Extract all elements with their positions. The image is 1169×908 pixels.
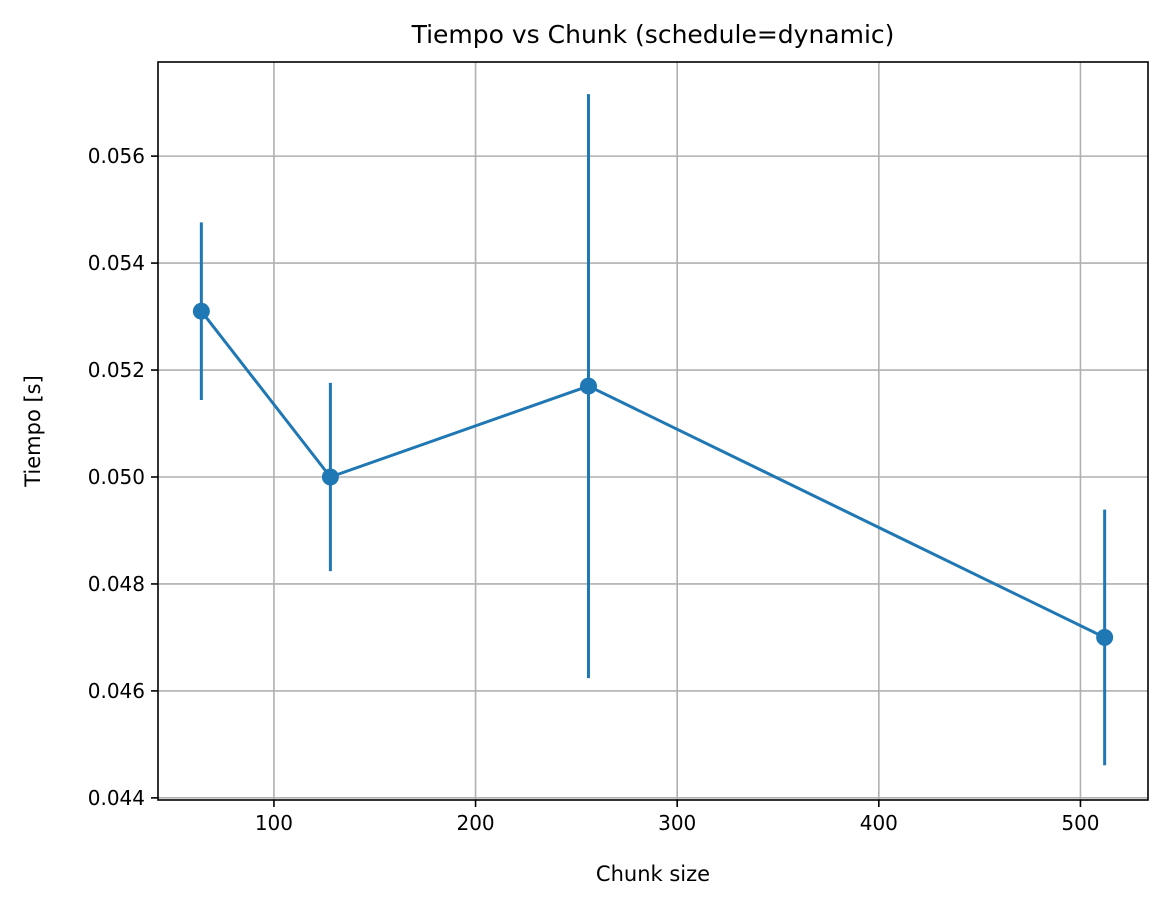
y-tick-label: 0.044	[88, 786, 145, 810]
y-tick-label: 0.056	[88, 144, 145, 168]
x-tick-label: 500	[1061, 811, 1099, 835]
series-line	[200, 310, 1106, 639]
grid	[158, 62, 1148, 800]
x-tick-label: 300	[658, 811, 696, 835]
data-point	[321, 468, 339, 486]
x-axis-title: Chunk size	[596, 862, 710, 886]
data-point	[1096, 628, 1114, 646]
y-tick-label: 0.046	[88, 679, 145, 703]
x-tick-label: 100	[255, 811, 293, 835]
y-tick-label: 0.050	[88, 465, 145, 489]
x-tick-label: 200	[456, 811, 494, 835]
data-point	[192, 302, 210, 320]
plot-area-frame	[157, 61, 1149, 801]
y-axis-title: Tiempo [s]	[21, 375, 45, 488]
x-tick-label: 400	[860, 811, 898, 835]
y-tick-label: 0.052	[88, 358, 145, 382]
chart-title: Tiempo vs Chunk (schedule=dynamic)	[411, 20, 895, 49]
plot-layer	[192, 94, 1114, 766]
y-tick-label: 0.048	[88, 572, 145, 596]
y-tick-label: 0.054	[88, 251, 145, 275]
ticks: 100 200 300 400 500 0.044 0.046 0.048 0.050 0.052…	[88, 144, 1100, 835]
data-point	[579, 377, 597, 395]
